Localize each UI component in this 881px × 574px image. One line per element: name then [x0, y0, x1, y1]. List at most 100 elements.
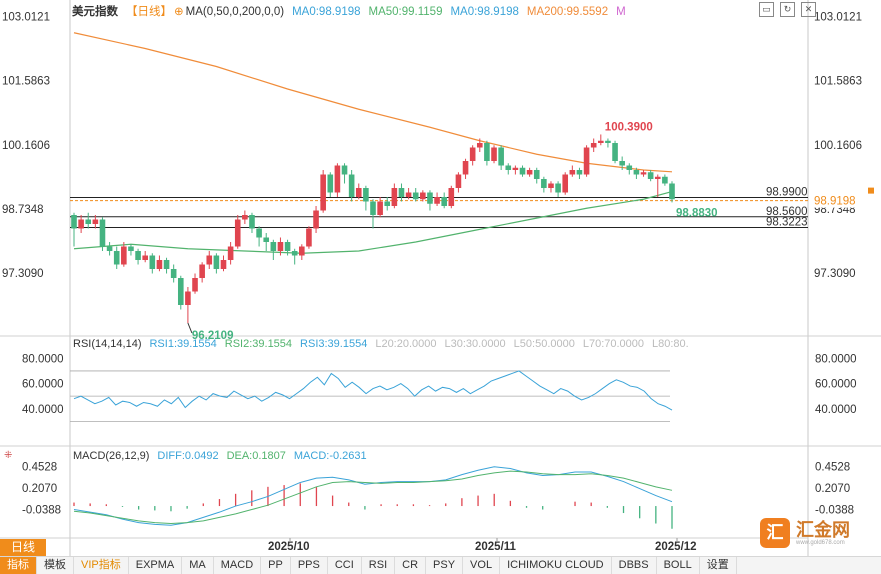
candle-80 — [640, 172, 647, 175]
candle-46 — [398, 188, 405, 197]
macd-tick-right-0: 0.4528 — [815, 461, 850, 473]
candle-32 — [299, 246, 305, 256]
low-pointer — [187, 322, 193, 334]
macd-values: DIFF:0.0492 DEA:0.1807 MACD:-0.2631 — [157, 450, 374, 462]
last-label: 98.8830 — [676, 207, 718, 219]
rsi-item-6: L70:70.0000 — [582, 338, 645, 350]
candle-58 — [484, 143, 490, 161]
toolbar-item-15[interactable]: BOLL — [657, 557, 700, 574]
macd-header: MACD(26,12,9) DIFF:0.0492 DEA:0.1807 MACD:-… — [73, 450, 383, 462]
candle-45 — [391, 188, 398, 206]
candle-49 — [420, 192, 426, 200]
candle-12 — [156, 260, 163, 269]
macd-dea-line — [73, 470, 673, 525]
candle-54 — [455, 174, 462, 188]
toolbar-item-9[interactable]: RSI — [362, 557, 396, 574]
candle-66 — [541, 179, 547, 188]
candle-30 — [284, 242, 291, 251]
candle-1 — [78, 219, 84, 229]
date-label-2: 2025/12 — [655, 541, 697, 553]
candle-23 — [234, 219, 241, 247]
close-icon[interactable]: ✕ — [801, 2, 816, 17]
rsi-item-0: RSI1:39.1554 — [149, 338, 217, 350]
candle-52 — [441, 197, 447, 206]
ma-item-1: MA50:99.1159 — [368, 6, 443, 18]
toolbar-item-14[interactable]: DBBS — [612, 557, 657, 574]
toolbar-item-0[interactable]: 指标 — [0, 557, 37, 574]
candle-13 — [163, 260, 170, 269]
instrument-title: 美元指数 — [72, 6, 118, 18]
logo-text: 汇金网 — [796, 520, 850, 540]
candle-79 — [633, 170, 640, 175]
candle-50 — [427, 192, 433, 204]
period-label[interactable]: 【日线】 — [126, 6, 172, 18]
logo-url: www.gold678.com — [796, 540, 845, 546]
candle-63 — [519, 167, 526, 175]
candle-0 — [71, 215, 77, 229]
toolbar-item-6[interactable]: PP — [261, 557, 291, 574]
toolbar-item-16[interactable]: 设置 — [700, 557, 737, 574]
candle-35 — [320, 174, 326, 211]
candle-76 — [612, 143, 618, 161]
candle-26 — [256, 228, 262, 238]
refresh-icon[interactable]: ↻ — [780, 2, 795, 17]
candle-31 — [291, 251, 298, 256]
candle-19 — [206, 255, 213, 265]
rsi-values: RSI1:39.1554 RSI2:39.1554 RSI3:39.1554 L20:… — [149, 338, 696, 350]
candle-72 — [583, 147, 590, 175]
candle-64 — [526, 170, 533, 175]
candle-83 — [662, 176, 668, 184]
candle-43 — [377, 201, 383, 215]
macd-tick-left-0: 0.4528 — [22, 461, 57, 473]
price-tick-right-0: 103.0121 — [814, 11, 862, 23]
rsi-item-3: L20:20.0000 — [375, 338, 437, 350]
macd-item-0: DIFF:0.0492 — [157, 450, 219, 462]
toolbar-item-8[interactable]: CCI — [328, 557, 362, 574]
candle-29 — [277, 242, 284, 251]
candle-22 — [227, 246, 234, 260]
candle-9 — [135, 251, 141, 260]
candle-84 — [669, 183, 675, 200]
ma50-line — [73, 191, 673, 254]
window-controls: ▭ ↻ ✕ — [759, 2, 816, 17]
candle-53 — [448, 188, 455, 206]
candle-17 — [192, 278, 198, 292]
toolbar-item-7[interactable]: PPS — [291, 557, 328, 574]
toolbar-item-1[interactable]: 模板 — [37, 557, 74, 574]
candle-4 — [99, 219, 106, 247]
candle-56 — [469, 147, 476, 161]
price-tick-right-2: 100.1606 — [814, 140, 862, 152]
settings-icon[interactable]: ⊕ — [174, 6, 184, 18]
candle-48 — [412, 192, 419, 200]
toolbar-item-2[interactable]: VIP指标 — [74, 557, 129, 574]
macd-tick-right-2: -0.0388 — [815, 504, 854, 516]
toolbar-item-13[interactable]: ICHIMOKU CLOUD — [500, 557, 612, 574]
day-button[interactable]: 日线 — [0, 539, 46, 556]
macd-diff-line — [73, 466, 673, 526]
macd-tick-left-1: 0.2070 — [22, 483, 57, 495]
candle-2 — [85, 219, 92, 224]
macd-label[interactable]: MACD(26,12,9) — [73, 450, 150, 462]
candle-21 — [220, 260, 227, 269]
candle-20 — [213, 255, 220, 269]
toolbar-item-11[interactable]: PSY — [426, 557, 464, 574]
toolbar-item-4[interactable]: MA — [182, 557, 214, 574]
toolbar-item-3[interactable]: EXPMA — [129, 557, 183, 574]
rsi-label[interactable]: RSI(14,14,14) — [73, 338, 142, 350]
candle-10 — [142, 255, 148, 260]
candle-68 — [555, 183, 561, 193]
toolbar-item-12[interactable]: VOL — [463, 557, 501, 574]
rsi-tick-right-1: 60.0000 — [815, 379, 857, 391]
toolbar-item-10[interactable]: CR — [395, 557, 427, 574]
candle-40 — [355, 188, 362, 197]
rsi-tick-left-0: 80.0000 — [22, 353, 64, 365]
candle-8 — [128, 246, 134, 251]
macd-tick-left-2: -0.0388 — [22, 504, 61, 516]
level-label-2: 98.3223 — [766, 216, 808, 228]
candle-57 — [476, 143, 483, 148]
toolbar-item-5[interactable]: MACD — [214, 557, 262, 574]
candle-51 — [434, 197, 440, 204]
minimize-icon[interactable]: ▭ — [759, 2, 774, 17]
ma-label[interactable]: MA(0,50,0,200,0,0) — [185, 6, 285, 18]
